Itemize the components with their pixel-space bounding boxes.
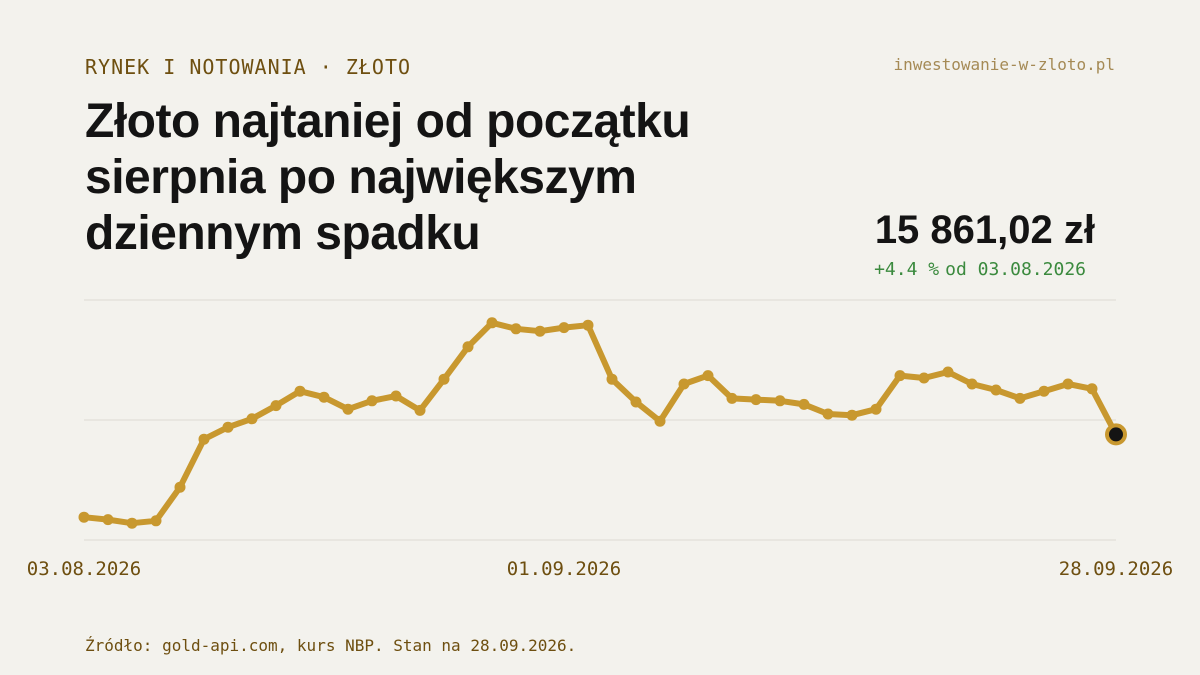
data-point [1014, 392, 1026, 404]
data-point [606, 373, 618, 385]
data-point [486, 317, 498, 329]
data-point [774, 395, 786, 407]
data-point [222, 421, 234, 433]
data-point [78, 511, 90, 523]
series-line [81, 319, 1119, 527]
chart-points [78, 317, 1127, 529]
data-point [270, 400, 282, 412]
data-point [630, 396, 642, 408]
data-point [798, 398, 810, 410]
data-point [294, 385, 306, 397]
chart-series [81, 319, 1119, 527]
data-point [102, 514, 114, 526]
data-point [198, 433, 210, 445]
price-change: +4.4 % od 03.08.2026 [874, 259, 1086, 280]
data-point [462, 341, 474, 353]
data-point [558, 322, 570, 334]
data-point [654, 415, 666, 427]
last-data-point [1105, 423, 1127, 446]
headline: Złoto najtaniej od początku sierpnia po … [85, 95, 691, 260]
x-tick-label: 01.09.2026 [507, 558, 621, 580]
source-note: Źródło: gold-api.com, kurs NBP. Stan na … [85, 636, 577, 655]
chart-grid [84, 299, 1116, 541]
data-point [246, 413, 258, 425]
x-tick-label: 03.08.2026 [27, 558, 141, 580]
data-point [894, 370, 906, 382]
data-point [1038, 385, 1050, 397]
data-point [414, 404, 426, 416]
x-axis: 03.08.2026 01.09.2026 28.09.2026 [27, 558, 1173, 580]
site-name: inwestowanie-w-zloto.pl [893, 55, 1115, 74]
data-point [702, 370, 714, 382]
data-point [126, 517, 138, 529]
data-point [1086, 383, 1098, 395]
data-point [534, 325, 546, 337]
data-point [150, 515, 162, 527]
section-kicker: RYNEK I NOTOWANIA · ZŁOTO [85, 55, 412, 79]
data-point [342, 403, 354, 415]
data-point [870, 403, 882, 415]
data-point [750, 394, 762, 406]
data-point [990, 384, 1002, 396]
data-point [582, 319, 594, 331]
data-point [438, 373, 450, 385]
data-point [942, 366, 954, 378]
data-point [966, 378, 978, 390]
data-point [366, 395, 378, 407]
data-point [174, 481, 186, 493]
data-point [726, 392, 738, 404]
data-point [678, 378, 690, 390]
x-tick-label: 28.09.2026 [1059, 558, 1173, 580]
change-reference: od 03.08.2026 [945, 259, 1086, 280]
change-value: +4.4 % [874, 259, 940, 280]
data-point [1062, 378, 1074, 390]
data-point [318, 391, 330, 403]
data-point [390, 390, 402, 402]
data-point [822, 408, 834, 420]
data-point [846, 409, 858, 421]
data-point [510, 323, 522, 335]
current-price: 15 861,02 zł [874, 208, 1095, 252]
data-point [918, 372, 930, 384]
